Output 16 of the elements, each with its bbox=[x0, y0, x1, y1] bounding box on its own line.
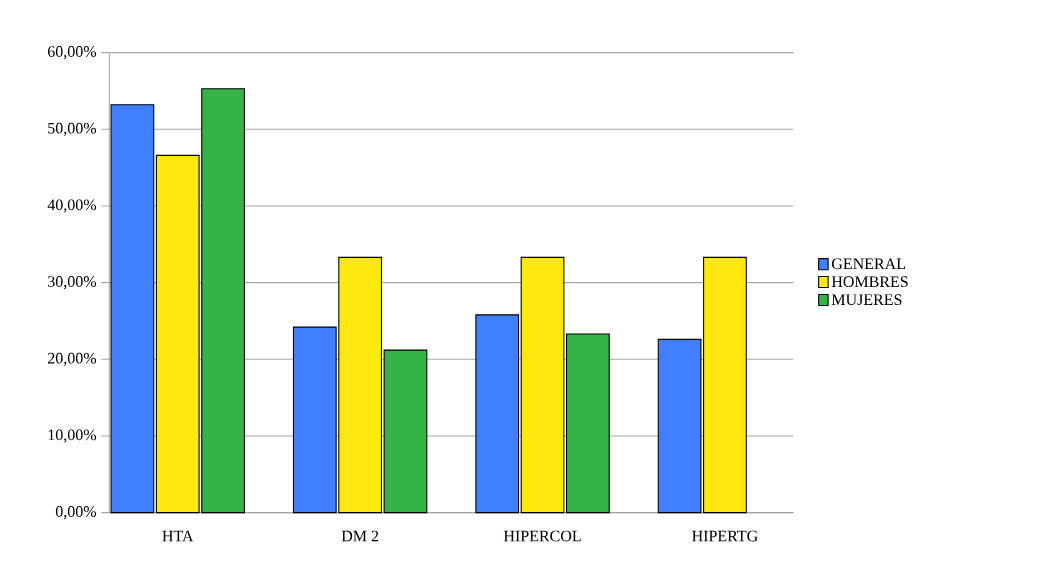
y-tick-label: 60,00% bbox=[47, 46, 97, 60]
x-tick-label: DM 2 bbox=[341, 530, 379, 542]
x-tick-label: HTA bbox=[162, 530, 194, 542]
y-tick-label: 50,00% bbox=[48, 122, 97, 136]
legend-label: MUJERES bbox=[831, 294, 902, 306]
legend-label: HOMBRES bbox=[831, 276, 908, 288]
y-tick-label: 40,00% bbox=[47, 199, 97, 213]
y-tick-label: 30,00% bbox=[48, 276, 97, 290]
x-tick-label: HIPERTG bbox=[692, 530, 758, 542]
bar bbox=[110, 104, 155, 514]
x-tick-label: HIPERCOL bbox=[503, 530, 581, 542]
y-tick-label: 20,00% bbox=[48, 352, 97, 366]
bar bbox=[475, 314, 520, 514]
y-tick-label: 0,00% bbox=[55, 506, 97, 520]
y-tick-label: 10,00% bbox=[48, 429, 97, 443]
legend-label: GENERAL bbox=[831, 258, 906, 270]
